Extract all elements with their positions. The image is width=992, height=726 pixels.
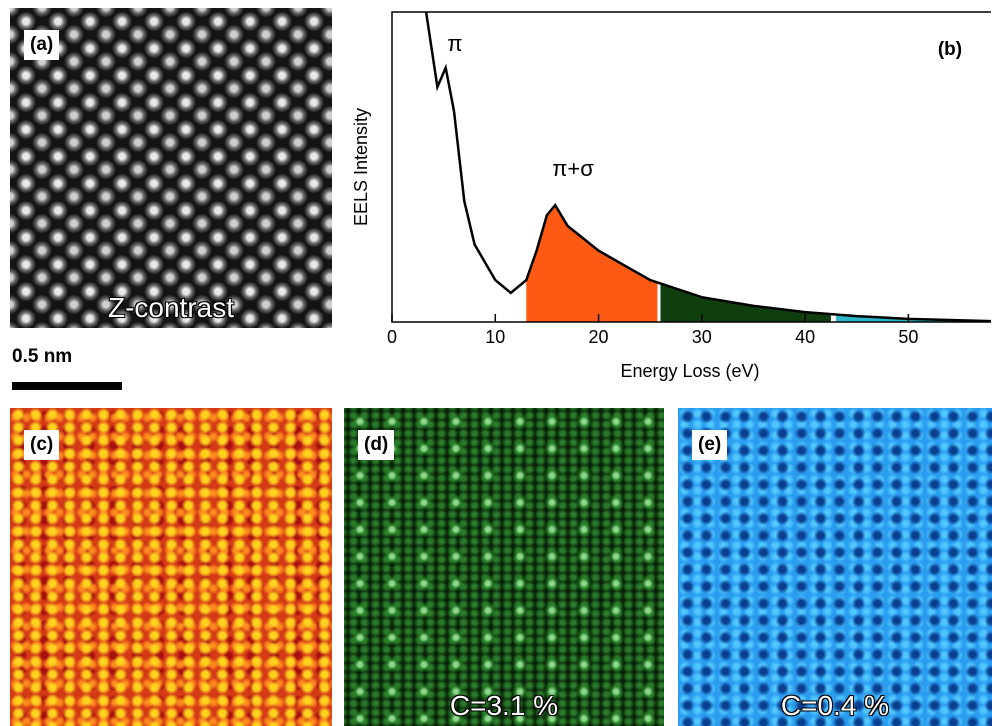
image-panel: (c) — [10, 408, 332, 726]
panel-caption: C=3.1 % — [449, 690, 559, 721]
scale-bar-label: 0.5 nm — [12, 346, 73, 367]
x-axis-label: Energy Loss (eV) — [620, 361, 759, 381]
chart: (b) Energy Loss (eV) EELS Intensity 0 10 2… — [351, 11, 992, 381]
panel-caption: Z-contrast — [107, 292, 235, 323]
panel-label: (b) — [938, 39, 962, 60]
image-panel: (d) C=3.1 % — [344, 408, 664, 726]
shaded-region — [660, 283, 831, 322]
panel-label: (e) — [692, 430, 728, 460]
shaded-region — [526, 205, 658, 322]
annotation: π+σ — [552, 156, 594, 181]
x-tick-label: 0 — [387, 327, 397, 347]
annotation: π — [447, 31, 462, 56]
spectrum-line — [424, 11, 992, 323]
x-tick-label: 30 — [692, 327, 712, 347]
x-tick-label: 40 — [795, 327, 815, 347]
image-panel: (a) Z-contrast — [10, 8, 332, 328]
panel-caption: C=0.4 % — [780, 690, 890, 721]
image-panel: (e) C=0.4 % — [678, 408, 992, 726]
scale-bar — [12, 382, 122, 390]
panel-label: (c) — [24, 430, 60, 460]
x-tick-label: 10 — [485, 327, 505, 347]
y-axis-label: EELS Intensity — [351, 108, 371, 226]
x-tick-label: 50 — [898, 327, 918, 347]
axis-frame — [391, 11, 991, 323]
panel-label: (d) — [358, 430, 395, 460]
x-tick-label: 20 — [589, 327, 609, 347]
panel-label: (a) — [24, 30, 60, 60]
